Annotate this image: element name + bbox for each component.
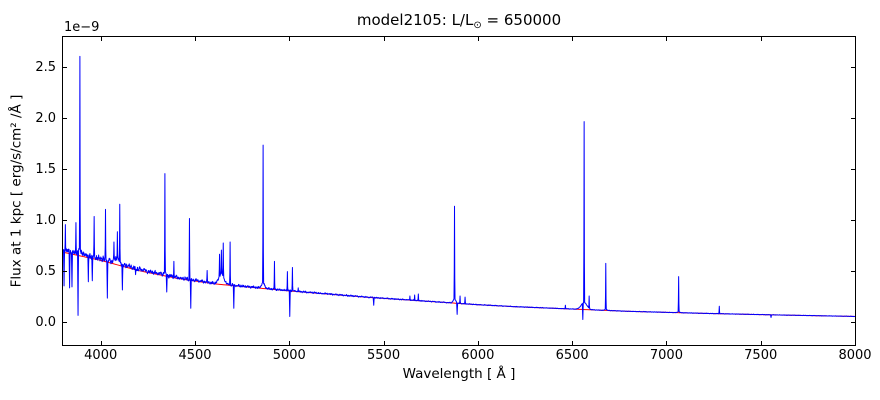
- y-tick-label: 0.0: [35, 315, 56, 330]
- axes-frame: [62, 36, 856, 346]
- plot-title: model2105: L/L⊙ = 650000: [63, 11, 855, 31]
- x-tick-label: 7500: [744, 348, 777, 363]
- sun-symbol: ⊙: [473, 20, 482, 31]
- y-tick-label: 1.0: [35, 213, 56, 228]
- x-tick-label: 7000: [650, 348, 683, 363]
- y-tick-label: 2.0: [35, 111, 56, 126]
- x-tick-label: 6000: [461, 348, 494, 363]
- x-tick-label: 6500: [556, 348, 589, 363]
- y-tick-label: 1.5: [35, 162, 56, 177]
- x-tick-label: 4500: [178, 348, 211, 363]
- x-tick-label: 8000: [838, 348, 871, 363]
- x-tick-label: 5500: [367, 348, 400, 363]
- x-tick-label: 5000: [273, 348, 306, 363]
- y-axis-label: Flux at 1 kpc [ erg/s/cm² /Å ]: [8, 94, 25, 288]
- x-axis-label: Wavelength [ Å ]: [402, 366, 516, 382]
- y-tick-label: 2.5: [35, 60, 56, 75]
- spectrum-line: [62, 55, 856, 320]
- y-axis-offset-label: 1e−9: [64, 20, 100, 35]
- x-tick-label: 4000: [84, 348, 117, 363]
- title-suffix: = 650000: [481, 11, 562, 29]
- y-tick-label: 0.5: [35, 264, 56, 279]
- title-prefix: model2105: L/L: [356, 11, 474, 29]
- continuum-line: [62, 251, 856, 317]
